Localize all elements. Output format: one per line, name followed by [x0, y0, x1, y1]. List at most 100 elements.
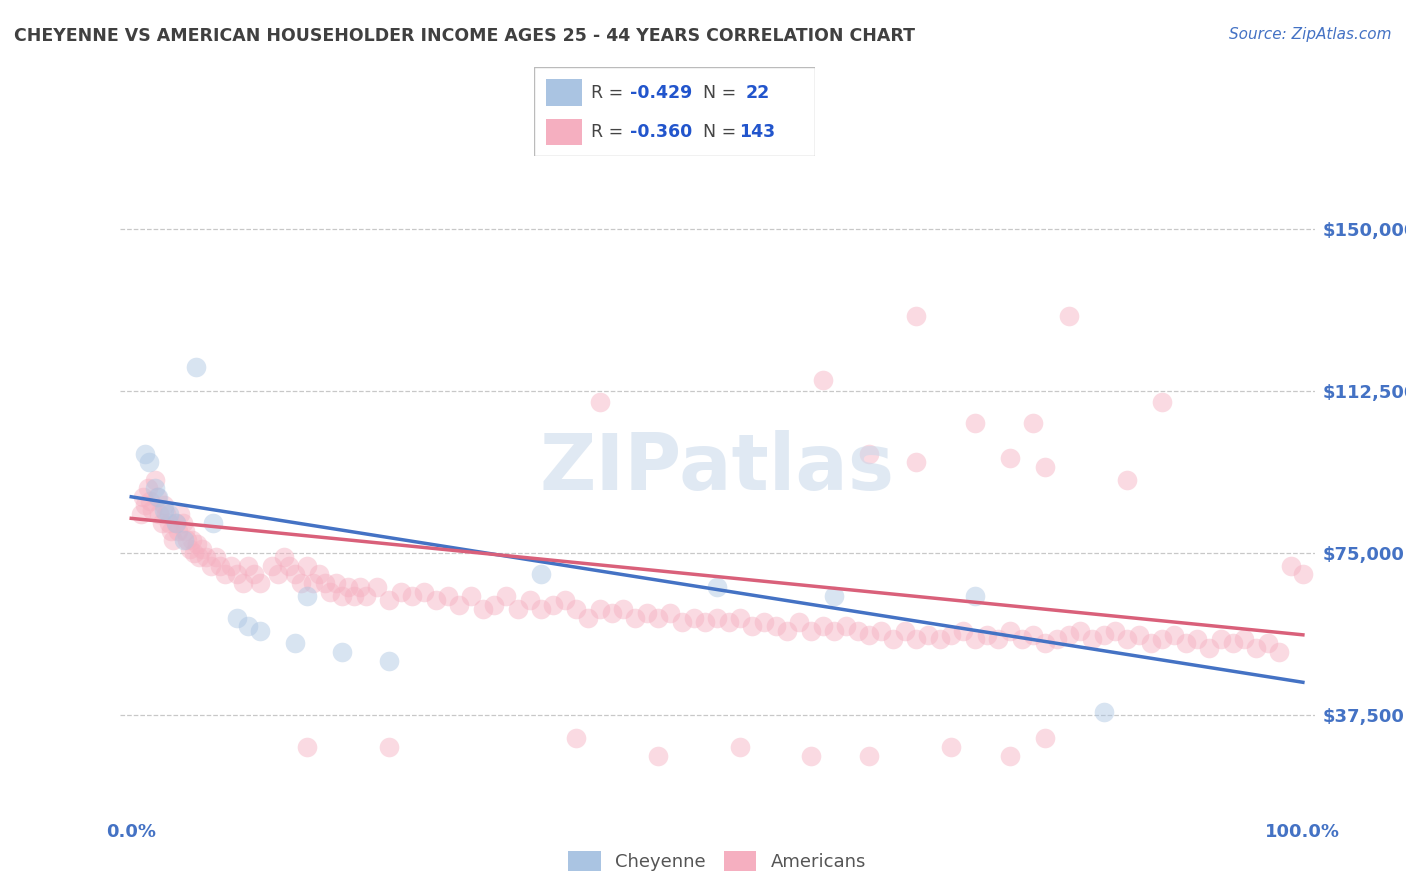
Point	[976, 628, 998, 642]
Point	[905, 632, 928, 647]
Point	[165, 516, 187, 530]
Point	[238, 558, 260, 573]
Point	[413, 584, 436, 599]
Point	[179, 541, 201, 556]
Point	[449, 598, 471, 612]
Point	[952, 624, 974, 638]
Text: -0.360: -0.360	[630, 123, 692, 141]
Point	[554, 593, 576, 607]
Point	[1233, 632, 1256, 647]
Point	[905, 309, 928, 323]
Point	[1104, 624, 1126, 638]
Point	[401, 589, 423, 603]
Point	[941, 628, 963, 642]
Point	[336, 580, 359, 594]
Text: N =: N =	[703, 84, 742, 102]
Point	[1033, 636, 1056, 650]
Point	[717, 615, 740, 629]
Point	[378, 593, 401, 607]
Point	[176, 533, 198, 547]
Point	[1116, 632, 1139, 647]
Point	[378, 739, 401, 754]
Point	[460, 589, 482, 603]
Point	[172, 516, 194, 530]
Text: R =: R =	[591, 123, 628, 141]
Point	[295, 739, 318, 754]
Point	[1292, 567, 1315, 582]
Point	[917, 628, 939, 642]
Point	[706, 580, 728, 594]
Point	[800, 624, 823, 638]
Point	[636, 607, 658, 621]
Point	[1116, 473, 1139, 487]
Point	[1152, 395, 1174, 409]
Point	[800, 748, 823, 763]
Text: ZIPatlas: ZIPatlas	[540, 431, 894, 507]
Point	[576, 610, 599, 624]
Point	[612, 602, 634, 616]
Point	[181, 533, 204, 547]
Point	[811, 373, 834, 387]
Point	[243, 567, 266, 582]
Point	[134, 447, 156, 461]
Point	[425, 593, 447, 607]
Point	[1057, 628, 1080, 642]
Point	[659, 607, 682, 621]
Point	[647, 610, 669, 624]
Text: N =: N =	[703, 123, 742, 141]
Point	[624, 610, 647, 624]
Legend: Cheyenne, Americans: Cheyenne, Americans	[561, 843, 873, 879]
Point	[132, 490, 155, 504]
Point	[290, 576, 312, 591]
Point	[811, 619, 834, 633]
Point	[143, 473, 166, 487]
Point	[134, 499, 156, 513]
Point	[506, 602, 529, 616]
Text: R =: R =	[591, 84, 628, 102]
Point	[143, 481, 166, 495]
Point	[330, 645, 353, 659]
Point	[835, 619, 858, 633]
Point	[301, 576, 323, 591]
Point	[190, 541, 212, 556]
Point	[148, 507, 170, 521]
Point	[209, 558, 232, 573]
Point	[1152, 632, 1174, 647]
Point	[389, 584, 412, 599]
Point	[565, 731, 588, 746]
Point	[225, 567, 247, 582]
Point	[188, 550, 211, 565]
Point	[200, 558, 222, 573]
Point	[436, 589, 458, 603]
Point	[998, 624, 1021, 638]
Point	[295, 558, 318, 573]
Point	[1222, 636, 1244, 650]
Point	[278, 558, 301, 573]
Point	[174, 524, 197, 539]
Text: -0.429: -0.429	[630, 84, 692, 102]
Point	[366, 580, 388, 594]
Point	[870, 624, 893, 638]
Point	[1022, 628, 1045, 642]
Point	[730, 610, 752, 624]
Point	[378, 654, 401, 668]
Point	[987, 632, 1010, 647]
Point	[202, 516, 225, 530]
Point	[354, 589, 377, 603]
Point	[260, 558, 283, 573]
Point	[882, 632, 904, 647]
Point	[1174, 636, 1197, 650]
Point	[823, 589, 845, 603]
Point	[706, 610, 728, 624]
Point	[204, 550, 226, 565]
Point	[858, 447, 880, 461]
Point	[1187, 632, 1209, 647]
Point	[1257, 636, 1279, 650]
Point	[682, 610, 704, 624]
Point	[136, 481, 159, 495]
Point	[1092, 706, 1115, 720]
Text: 143: 143	[740, 123, 776, 141]
Point	[1022, 417, 1045, 431]
Point	[1046, 632, 1069, 647]
Point	[647, 748, 669, 763]
